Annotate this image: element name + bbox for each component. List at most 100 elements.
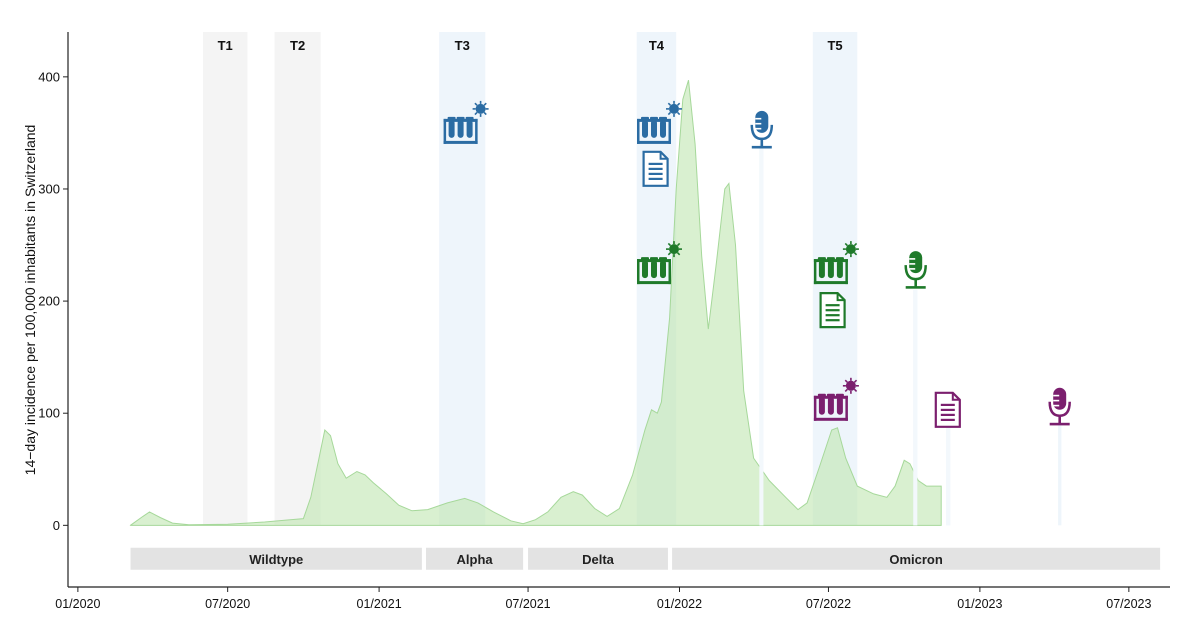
virus-spike	[474, 111, 478, 116]
blue-document-T4-document-icon	[642, 150, 669, 187]
incidence-area	[129, 80, 951, 526]
time-window-label: T4	[649, 38, 665, 53]
y-tick-label: 200	[38, 294, 60, 309]
rack-leg	[813, 259, 817, 285]
virus-core	[845, 380, 856, 391]
mic-head	[909, 251, 923, 274]
mic-grill	[755, 117, 762, 120]
tube-cap	[456, 116, 465, 120]
virus-spike	[474, 102, 478, 106]
mic-grill	[1053, 404, 1060, 407]
virus-icon	[472, 100, 489, 117]
virus-spike	[676, 252, 681, 256]
tube-cap	[835, 257, 844, 261]
test-tube	[651, 260, 657, 279]
tube-cap	[465, 116, 474, 120]
tube-cap	[659, 257, 667, 261]
incidence-area-path	[129, 80, 942, 526]
y-tick-label: 400	[38, 69, 60, 84]
rack-base	[443, 140, 478, 144]
x-tick-label: 07/2022	[806, 597, 851, 611]
test-tube	[448, 119, 455, 138]
variant-label: Omicron	[889, 552, 943, 567]
rack-leg	[443, 118, 447, 144]
mic-grill	[1053, 399, 1060, 402]
rack-leg	[668, 118, 671, 144]
y-tick-label: 0	[53, 518, 60, 533]
x-tick-label: 01/2022	[657, 597, 702, 611]
document-fold	[951, 392, 960, 401]
data-gap-cut	[946, 413, 951, 526]
variant-bands: Wildtype Alpha Delta Omicron	[130, 547, 1161, 570]
tube-cap	[650, 116, 658, 120]
virus-icon	[842, 377, 859, 394]
data-gap-cut	[759, 144, 764, 526]
study-markers	[443, 100, 1071, 428]
test-tube	[457, 119, 464, 138]
virus-spike	[853, 242, 858, 247]
document-line	[648, 172, 663, 175]
virus-spike	[844, 388, 848, 393]
rack-leg	[637, 118, 640, 144]
variant-band	[426, 547, 524, 570]
tube-cap	[817, 393, 826, 397]
variant-band	[528, 547, 668, 570]
blue-microphone-microphone-icon	[750, 110, 774, 149]
document-line	[825, 309, 840, 312]
time-window-label: T2	[290, 38, 305, 53]
time-window-label: T5	[827, 38, 842, 53]
test-tube	[818, 260, 825, 279]
purple-microphone-microphone-icon	[1048, 387, 1071, 426]
mic-grill	[909, 258, 916, 260]
blue-tubes-T3-tubes-icon	[443, 100, 489, 144]
x-tick-label: 01/2021	[357, 597, 402, 611]
document-fold	[659, 151, 668, 160]
time-windows: T1 T2 T3 T4 T5	[202, 32, 858, 526]
virus-icon	[666, 241, 682, 258]
test-tube	[818, 396, 825, 415]
virus-spike	[667, 111, 672, 116]
test-tube	[660, 260, 666, 279]
test-tube	[642, 260, 648, 279]
virus-spike	[667, 252, 672, 256]
test-tube	[827, 260, 834, 279]
x-tick-label: 07/2021	[505, 597, 550, 611]
virus-core	[845, 244, 856, 255]
mic-grill	[755, 127, 762, 130]
document-fold	[836, 293, 845, 302]
variant-label: Wildtype	[249, 552, 303, 567]
virus-spike	[853, 379, 858, 383]
document-line	[940, 413, 955, 416]
time-window-band	[439, 32, 486, 526]
rack-base	[637, 281, 671, 285]
mic-grill	[1053, 394, 1060, 397]
mic-stand	[1058, 414, 1061, 424]
y-tick-label: 100	[38, 406, 60, 421]
data-gap-cut	[913, 289, 918, 526]
variant-band	[130, 547, 422, 570]
virus-spike	[853, 252, 858, 256]
virus-spike	[853, 388, 858, 393]
mic-grill	[909, 263, 916, 265]
variant-label: Alpha	[457, 552, 494, 567]
document-line	[825, 319, 840, 322]
tube-cap	[650, 257, 658, 261]
document-line	[648, 177, 663, 180]
green-document-T5-document-icon	[819, 292, 846, 329]
data-gap-strip	[1058, 424, 1062, 526]
test-tube	[651, 119, 657, 138]
mic-stand	[914, 278, 917, 288]
virus-spike	[676, 242, 681, 247]
green-tubes-T5-tubes-icon	[813, 241, 859, 285]
mic-base	[905, 286, 926, 289]
test-tube	[836, 260, 843, 279]
axes: 0 100 200 300 400 01/2020 07/2020 01/2021 07/202…	[38, 32, 1170, 611]
tube-cap	[835, 393, 844, 397]
mic-head	[755, 110, 769, 133]
test-tube	[660, 119, 666, 138]
rack-leg	[637, 259, 640, 285]
time-window-label: T1	[218, 38, 233, 53]
virus-spike	[667, 242, 672, 247]
document-line	[648, 167, 663, 170]
document-line	[825, 304, 840, 307]
